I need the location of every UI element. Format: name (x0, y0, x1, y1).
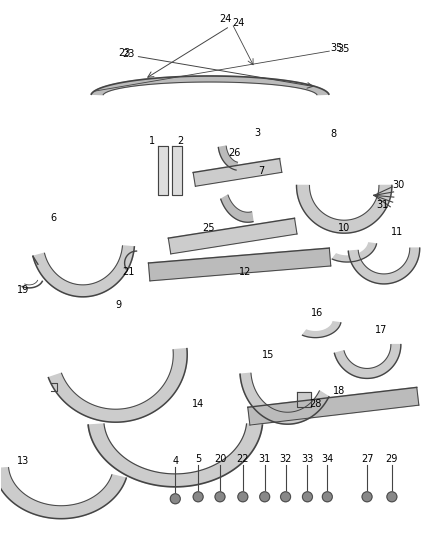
Text: 21: 21 (122, 267, 135, 277)
Text: 32: 32 (279, 454, 292, 464)
Polygon shape (49, 349, 187, 422)
Text: 9: 9 (116, 300, 122, 310)
Text: 1: 1 (149, 136, 155, 146)
Text: 35: 35 (330, 43, 343, 53)
Polygon shape (0, 467, 126, 519)
Text: 29: 29 (386, 454, 398, 464)
Text: 2: 2 (177, 136, 184, 146)
Circle shape (260, 492, 270, 502)
Polygon shape (240, 373, 329, 424)
Text: 16: 16 (311, 308, 324, 318)
Circle shape (193, 492, 203, 502)
Text: 24: 24 (232, 18, 244, 28)
Polygon shape (88, 424, 262, 487)
Polygon shape (193, 158, 282, 186)
Text: 7: 7 (258, 166, 265, 175)
Text: 31: 31 (376, 200, 388, 211)
Text: 15: 15 (261, 350, 274, 360)
Circle shape (362, 492, 372, 502)
Text: 18: 18 (333, 386, 345, 397)
Polygon shape (218, 146, 237, 170)
Text: 17: 17 (375, 325, 387, 335)
Circle shape (322, 492, 332, 502)
Text: 5: 5 (195, 454, 201, 464)
Polygon shape (348, 248, 420, 284)
Circle shape (215, 492, 225, 502)
Circle shape (303, 492, 312, 502)
Polygon shape (303, 322, 341, 337)
Text: 13: 13 (17, 456, 29, 466)
Text: 33: 33 (301, 454, 314, 464)
Text: 12: 12 (239, 267, 251, 277)
Text: 8: 8 (330, 128, 336, 139)
Polygon shape (159, 146, 168, 196)
Polygon shape (335, 345, 401, 378)
Text: 23: 23 (118, 48, 131, 58)
Polygon shape (332, 243, 377, 262)
Text: 6: 6 (50, 213, 56, 223)
Polygon shape (168, 218, 297, 254)
Circle shape (281, 492, 290, 502)
Text: 24: 24 (219, 14, 231, 25)
Text: 23: 23 (122, 49, 135, 59)
Text: 4: 4 (172, 456, 178, 466)
Text: 34: 34 (321, 454, 333, 464)
Polygon shape (221, 195, 253, 222)
Text: 10: 10 (338, 223, 350, 233)
Text: 14: 14 (192, 399, 204, 409)
Text: 19: 19 (17, 285, 29, 295)
Text: 11: 11 (391, 227, 403, 237)
Circle shape (238, 492, 248, 502)
Text: 26: 26 (229, 148, 241, 158)
Text: 31: 31 (258, 454, 271, 464)
Polygon shape (297, 392, 311, 407)
Polygon shape (248, 387, 419, 425)
Polygon shape (297, 185, 392, 233)
Text: 30: 30 (393, 181, 405, 190)
Polygon shape (33, 246, 134, 297)
Text: 35: 35 (337, 44, 350, 54)
Circle shape (387, 492, 397, 502)
Text: 27: 27 (361, 454, 373, 464)
Circle shape (170, 494, 180, 504)
Polygon shape (148, 248, 331, 281)
Polygon shape (172, 146, 182, 196)
Text: 25: 25 (202, 223, 214, 233)
Text: 28: 28 (309, 399, 321, 409)
Text: 22: 22 (237, 454, 249, 464)
Text: 20: 20 (214, 454, 226, 464)
Polygon shape (91, 76, 329, 95)
Text: 3: 3 (254, 128, 261, 138)
